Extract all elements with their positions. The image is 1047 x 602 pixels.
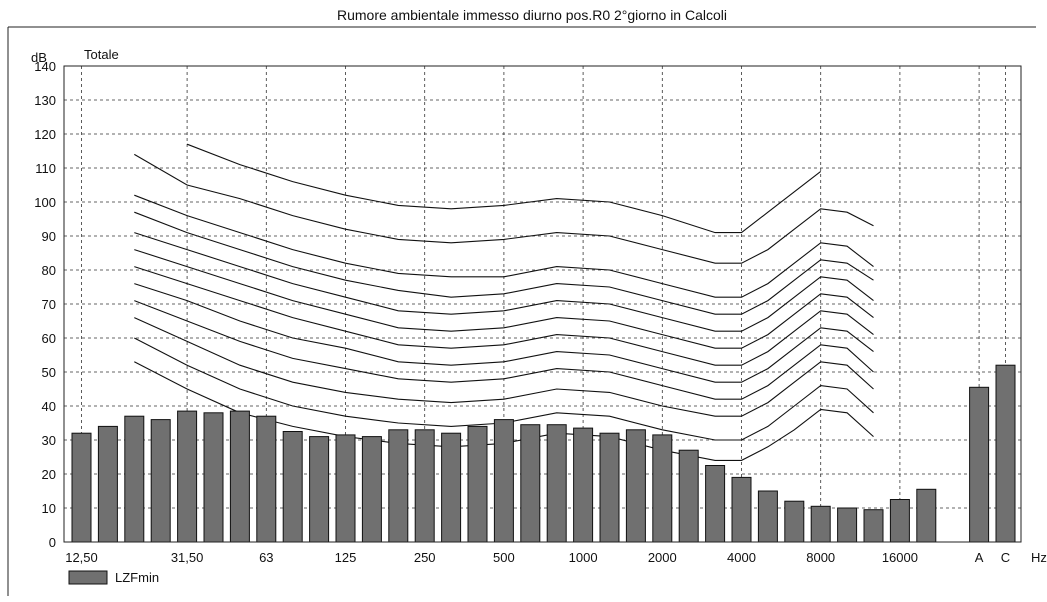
x-tick-label: 8000 <box>806 550 835 565</box>
y-tick-label: 60 <box>42 331 56 346</box>
x-tick-label: 2000 <box>648 550 677 565</box>
legend-swatch <box>68 570 108 585</box>
bar <box>916 488 937 543</box>
y-tick-label: 10 <box>42 501 56 516</box>
x-tick-label: 4000 <box>727 550 756 565</box>
reference-curve <box>186 143 822 234</box>
bar <box>731 476 752 543</box>
y-tick-label: 50 <box>42 365 56 380</box>
bar <box>837 507 858 543</box>
bar <box>97 425 118 543</box>
y-axis-ticks: 0 10 20 30 40 50 60 70 80 90 100 110 120 130 140 <box>34 59 56 550</box>
bar <box>177 410 198 543</box>
legend-label: LZFmin <box>115 570 159 585</box>
bar <box>889 499 910 543</box>
bar <box>625 429 646 543</box>
reference-curve <box>134 153 874 264</box>
bar <box>652 434 673 543</box>
chart-title: Rumore ambientale immesso diurno pos.R0 … <box>337 7 727 23</box>
bar <box>335 434 356 543</box>
bar-series <box>71 364 1016 543</box>
bar <box>71 432 92 543</box>
reference-curve <box>134 232 874 332</box>
y-tick-label: 0 <box>49 535 56 550</box>
reference-curve <box>134 194 874 298</box>
y-tick-label: 100 <box>34 195 56 210</box>
bar <box>863 509 884 543</box>
x-axis-unit: Hz <box>1031 550 1047 565</box>
y-tick-label: 30 <box>42 433 56 448</box>
total-label: Totale <box>84 47 119 62</box>
reference-curve <box>134 300 874 400</box>
y-tick-label: 70 <box>42 297 56 312</box>
bar <box>203 412 224 543</box>
bar <box>150 419 171 543</box>
bar <box>493 419 514 543</box>
bar <box>388 429 409 543</box>
x-tick-label: A <box>975 550 984 565</box>
y-tick-label: 20 <box>42 467 56 482</box>
bar <box>441 432 462 543</box>
x-tick-label: 1000 <box>569 550 598 565</box>
reference-curve <box>134 266 874 366</box>
x-tick-label: C <box>1001 550 1010 565</box>
x-tick-label: 250 <box>414 550 436 565</box>
x-tick-label: 63 <box>259 550 273 565</box>
bar <box>256 415 277 543</box>
y-tick-label: 110 <box>35 161 56 176</box>
x-tick-label: 500 <box>493 550 515 565</box>
reference-curve <box>134 317 874 417</box>
reference-curve <box>134 337 874 441</box>
bar <box>810 505 831 543</box>
y-tick-label: 130 <box>34 93 56 108</box>
bar <box>229 410 250 543</box>
reference-curves <box>134 143 874 461</box>
reference-curve <box>134 211 874 315</box>
bar <box>361 436 382 543</box>
y-tick-label: 40 <box>42 399 56 414</box>
y-axis-label: dB <box>31 50 47 65</box>
reference-curve <box>134 283 874 383</box>
bar <box>573 427 594 543</box>
bar <box>124 415 145 543</box>
bar <box>282 431 303 543</box>
bar <box>520 424 541 543</box>
x-tick-label: 12,50 <box>65 550 98 565</box>
y-tick-label: 80 <box>42 263 56 278</box>
bar <box>309 436 330 543</box>
bar <box>784 500 805 543</box>
bar <box>705 465 726 543</box>
bar <box>969 386 990 543</box>
y-tick-label: 90 <box>42 229 56 244</box>
bar <box>678 449 699 543</box>
bar <box>414 429 435 543</box>
bar <box>467 425 488 543</box>
plot-frame <box>63 65 1022 543</box>
x-axis-ticks: 12,50 31,50 63 125 250 500 1000 2000 4000 8000 160… <box>65 550 1010 565</box>
x-tick-label: 31,50 <box>171 550 204 565</box>
bar <box>599 432 620 543</box>
y-tick-label: 120 <box>34 127 56 142</box>
x-tick-label: 16000 <box>882 550 918 565</box>
bar <box>995 364 1016 543</box>
bar <box>757 490 778 543</box>
reference-curve <box>134 249 874 349</box>
y-tick-label: 140 <box>34 59 56 74</box>
x-tick-label: 125 <box>335 550 357 565</box>
bar <box>546 424 567 543</box>
